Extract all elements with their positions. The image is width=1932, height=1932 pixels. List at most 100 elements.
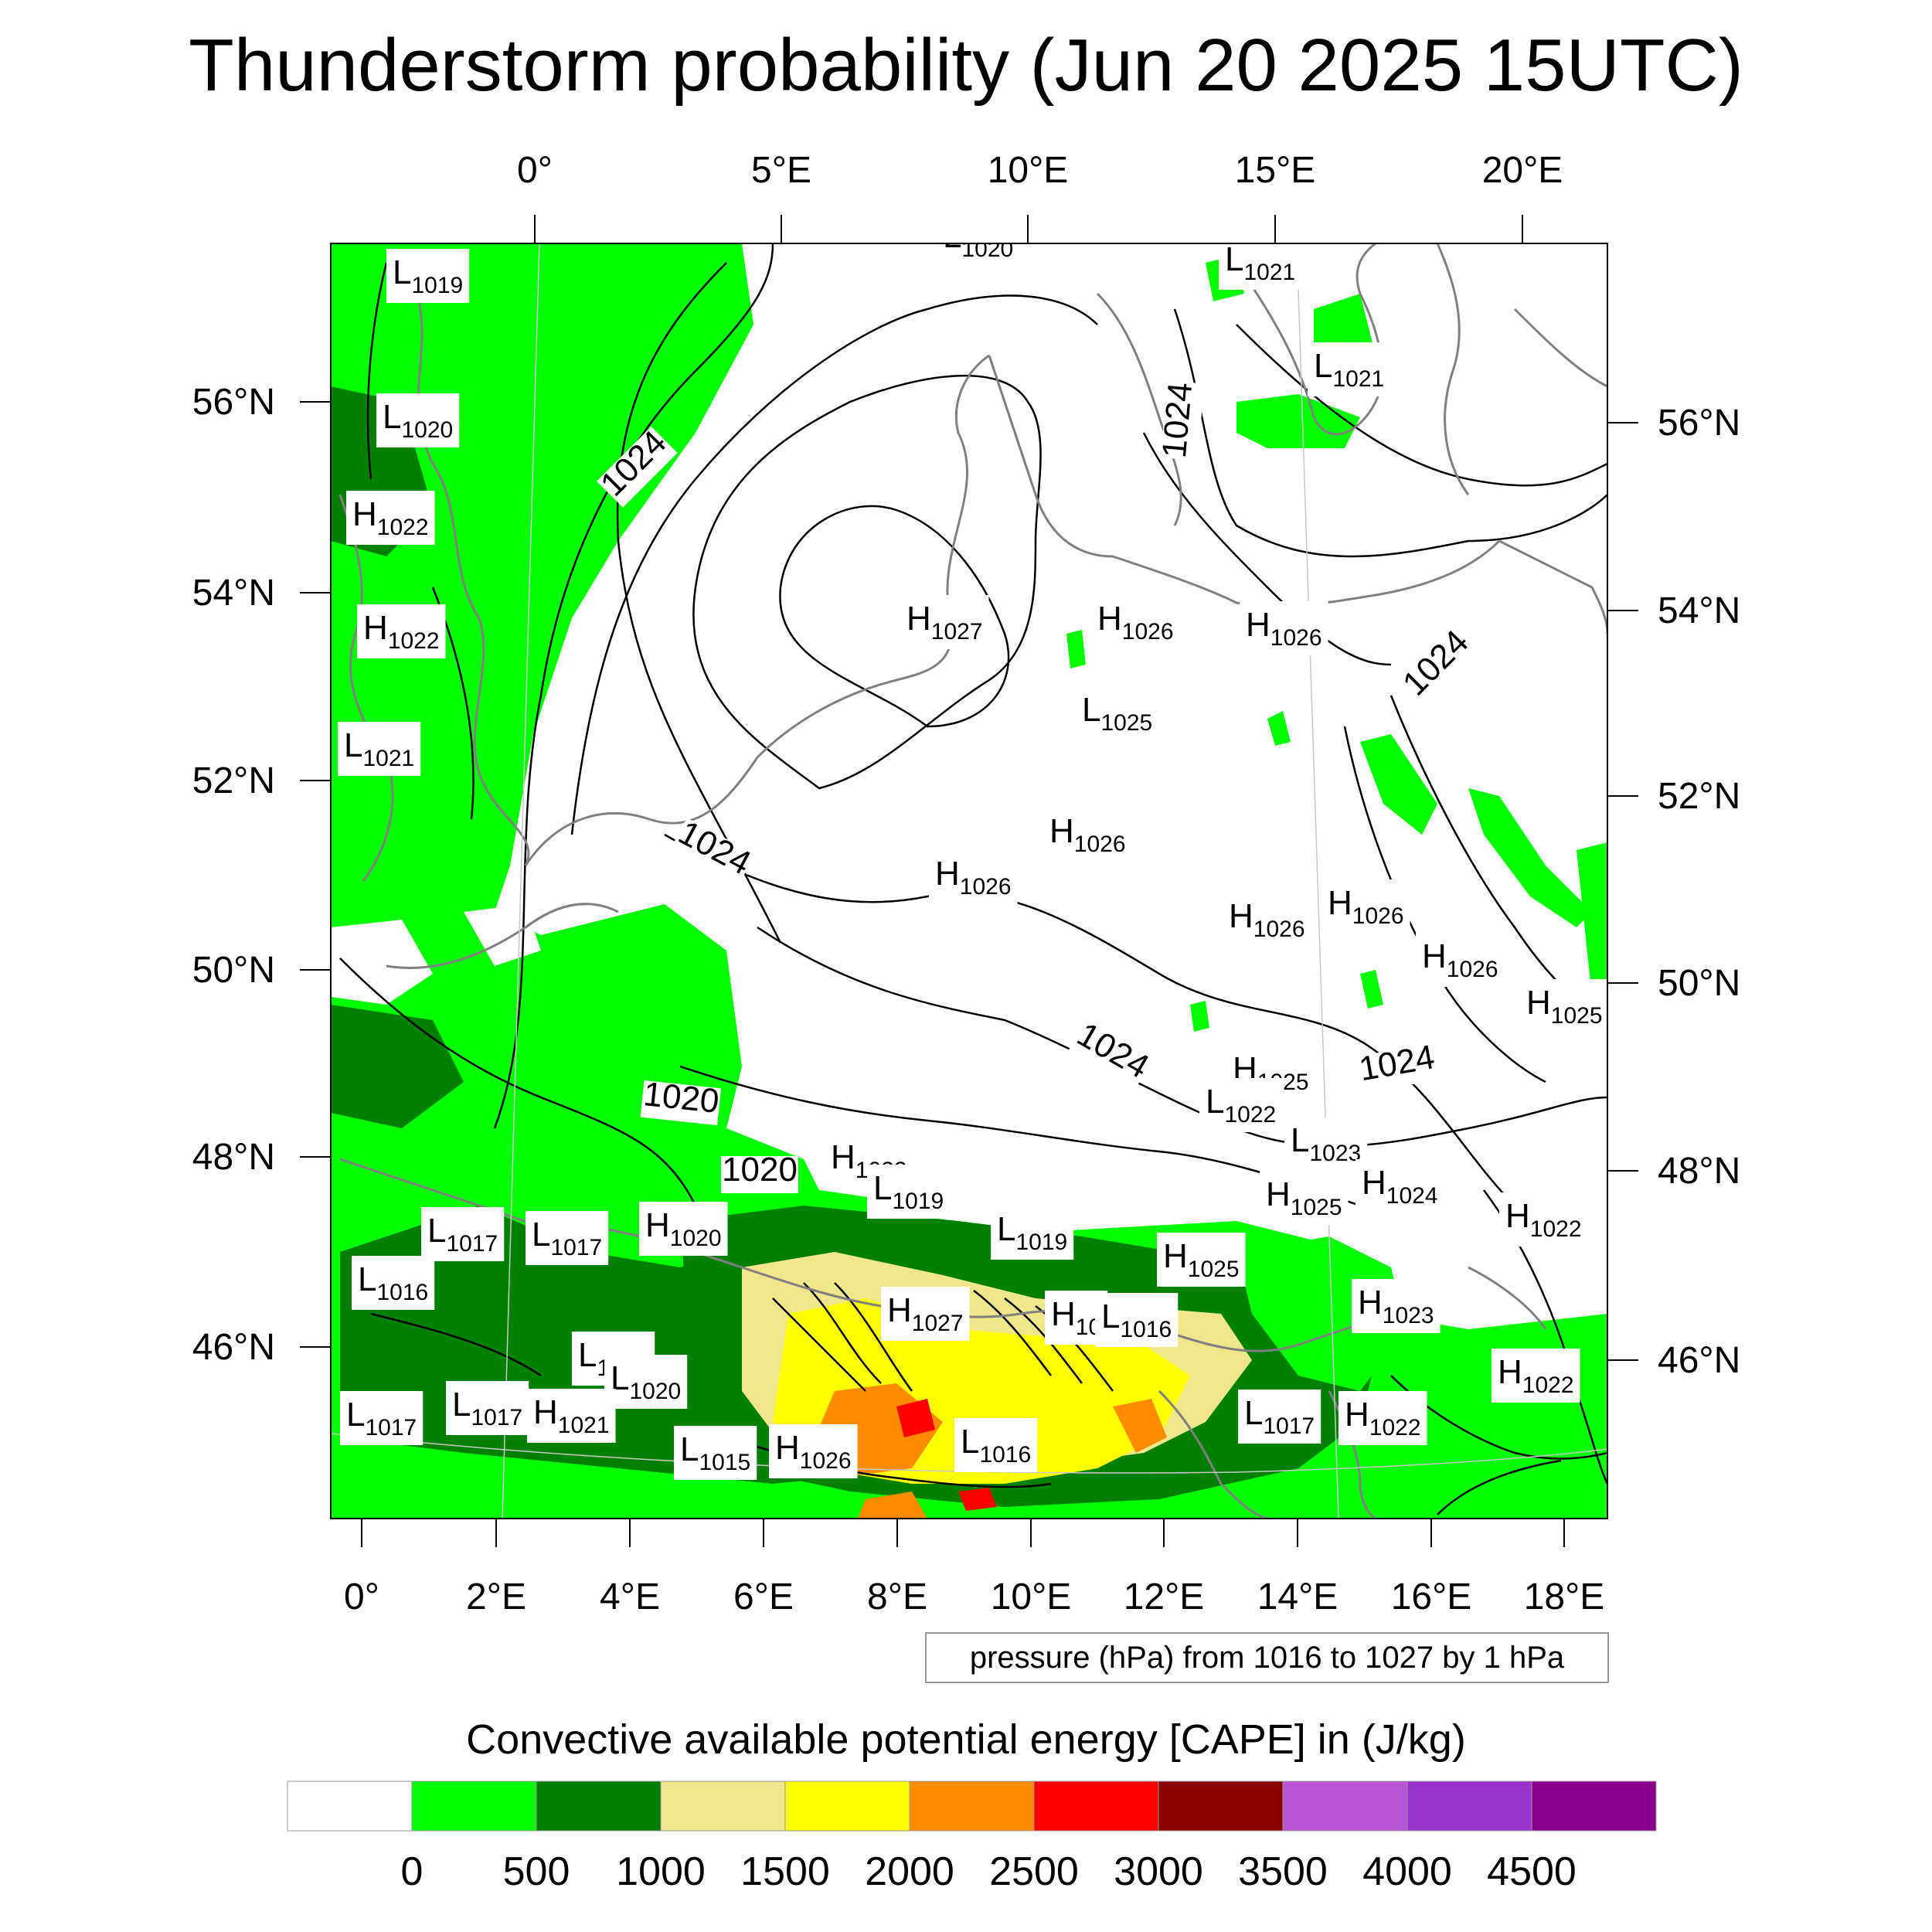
pressure-type: H bbox=[1163, 1237, 1188, 1275]
pressure-type: H bbox=[906, 600, 931, 638]
pressure-type: L bbox=[1244, 1394, 1263, 1432]
left-lat-tick-label: 54°N bbox=[192, 573, 275, 614]
svg-text:H1026: H1026 bbox=[1229, 897, 1305, 942]
pressure-value: 1017 bbox=[365, 1415, 417, 1440]
pressure-value: 1017 bbox=[1263, 1413, 1315, 1439]
pressure-center-label: H1026 bbox=[1416, 933, 1505, 987]
bottom-lon-tick-label: 18°E bbox=[1524, 1577, 1605, 1617]
pressure-type: H bbox=[1526, 984, 1551, 1022]
pressure-type: L bbox=[344, 726, 362, 764]
pressure-center-label: L1016 bbox=[1095, 1293, 1179, 1347]
svg-text:H1025: H1025 bbox=[1163, 1237, 1240, 1282]
pressure-type: H bbox=[645, 1206, 670, 1244]
top-lon-tick-label: 0° bbox=[517, 150, 553, 191]
pressure-center-label: H1026 bbox=[769, 1424, 858, 1478]
svg-text:L1019: L1019 bbox=[997, 1210, 1067, 1255]
svg-text:L1023: L1023 bbox=[1291, 1121, 1361, 1166]
svg-text:H1024: H1024 bbox=[1362, 1164, 1438, 1209]
pressure-center-label: H1026 bbox=[1223, 893, 1311, 947]
pressure-type: L bbox=[873, 1169, 892, 1207]
pressure-center-label: H1025 bbox=[1520, 979, 1607, 1033]
contour-label-text: 1020 bbox=[722, 1151, 798, 1189]
pressure-type: L bbox=[680, 1430, 699, 1468]
svg-text:H1027: H1027 bbox=[906, 600, 983, 645]
svg-text:H1022: H1022 bbox=[1345, 1396, 1421, 1440]
map-frame bbox=[330, 243, 1608, 1519]
pressure-value: 1020 bbox=[401, 417, 453, 443]
top-lon-tick-label: 20°E bbox=[1482, 150, 1563, 191]
pressure-value: 1021 bbox=[1332, 366, 1384, 392]
left-lat-tick-label: 46°N bbox=[192, 1327, 275, 1368]
contour-label: 1020 bbox=[721, 1151, 798, 1193]
map-plot-area: 1024 1024 1024 1024 1024 1024 bbox=[331, 217, 1607, 1519]
pressure-value: 1026 bbox=[1270, 625, 1322, 651]
bottom-longitude-axis: 0° 2°E 4°E 6°E 8°E 10°E 12°E 14°E 16°E 18°E bbox=[344, 1519, 1604, 1617]
pressure-value: 1026 bbox=[1352, 903, 1404, 929]
contour-label: 1020 bbox=[640, 1075, 722, 1126]
pressure-type: L bbox=[452, 1386, 471, 1423]
pressure-type: H bbox=[831, 1138, 855, 1176]
pressure-value: 1025 bbox=[1291, 1195, 1342, 1220]
pressure-type: H bbox=[887, 1291, 912, 1329]
pressure-center-label: L1017 bbox=[340, 1391, 423, 1445]
contour-label: 1024 bbox=[1155, 380, 1205, 461]
pressure-type: L bbox=[1082, 691, 1100, 729]
svg-text:L1019: L1019 bbox=[873, 1169, 944, 1214]
pressure-value: 1019 bbox=[892, 1189, 944, 1214]
pressure-type: L bbox=[1225, 240, 1243, 278]
pressure-center-label: L1022 bbox=[1199, 1078, 1283, 1132]
pressure-value: 1022 bbox=[1530, 1216, 1582, 1242]
svg-text:L1020: L1020 bbox=[943, 217, 1013, 262]
right-lat-tick-label: 54°N bbox=[1658, 590, 1740, 631]
right-latitude-axis: 56°N 54°N 52°N 50°N 48°N 46°N bbox=[1607, 403, 1740, 1381]
pressure-value: 1025 bbox=[1188, 1257, 1240, 1282]
pressure-type: L bbox=[578, 1336, 597, 1374]
svg-text:L1017: L1017 bbox=[532, 1216, 602, 1260]
pressure-center-label: H1025 bbox=[1157, 1233, 1246, 1287]
pressure-value: 1022 bbox=[1522, 1372, 1574, 1398]
pressure-type: L bbox=[358, 1260, 376, 1298]
pressure-value: 1026 bbox=[1253, 917, 1305, 942]
svg-text:L1019: L1019 bbox=[393, 253, 463, 298]
contour-label-text: 1020 bbox=[641, 1075, 720, 1121]
pressure-type: L bbox=[1206, 1083, 1224, 1121]
pressure-center-label: H1027 bbox=[900, 595, 989, 649]
pressure-center-label: L1017 bbox=[446, 1381, 529, 1435]
pressure-type: H bbox=[1246, 606, 1270, 644]
right-lat-tick-label: 52°N bbox=[1658, 776, 1740, 817]
pressure-center-label: L1021 bbox=[1219, 240, 1302, 290]
pressure-center-label: L1020 bbox=[376, 393, 460, 447]
pressure-value: 1020 bbox=[670, 1226, 722, 1251]
svg-text:H1026: H1026 bbox=[1246, 606, 1322, 651]
contour-label: 1024 bbox=[1356, 1038, 1440, 1094]
pressure-center-label: H1023 bbox=[1352, 1279, 1440, 1333]
svg-text:L1016: L1016 bbox=[358, 1260, 428, 1305]
pressure-value: 1026 bbox=[800, 1448, 852, 1474]
pressure-center-label: H1026 bbox=[1240, 601, 1328, 655]
pressure-type: H bbox=[1229, 897, 1253, 935]
svg-text:L1015: L1015 bbox=[680, 1430, 750, 1475]
svg-text:L1022: L1022 bbox=[1206, 1083, 1276, 1128]
svg-text:L1016: L1016 bbox=[961, 1423, 1031, 1468]
pressure-center-label: H1025 bbox=[1260, 1171, 1349, 1225]
pressure-type: H bbox=[1266, 1175, 1291, 1213]
pressure-value: 1017 bbox=[471, 1405, 522, 1430]
pressure-type: H bbox=[1345, 1396, 1369, 1434]
contour-label: 1024 bbox=[1396, 623, 1480, 707]
pressure-value: 1026 bbox=[1447, 957, 1498, 982]
svg-text:L1021: L1021 bbox=[344, 726, 414, 771]
svg-text:H1023: H1023 bbox=[1358, 1284, 1434, 1328]
svg-text:L1017: L1017 bbox=[346, 1396, 417, 1440]
pressure-value: 1017 bbox=[550, 1235, 602, 1260]
svg-text:H1022: H1022 bbox=[1505, 1197, 1582, 1242]
pressure-center-label: L1019 bbox=[386, 249, 470, 303]
pressure-center-label: L1015 bbox=[674, 1426, 757, 1480]
pressure-type: H bbox=[1505, 1197, 1530, 1235]
pressure-center-label: L1025 bbox=[1076, 686, 1159, 740]
pressure-type: H bbox=[1328, 884, 1352, 922]
pressure-value: 1019 bbox=[411, 273, 463, 298]
bottom-lon-tick-label: 6°E bbox=[733, 1577, 794, 1617]
pressure-center-label: L1019 bbox=[867, 1165, 951, 1219]
